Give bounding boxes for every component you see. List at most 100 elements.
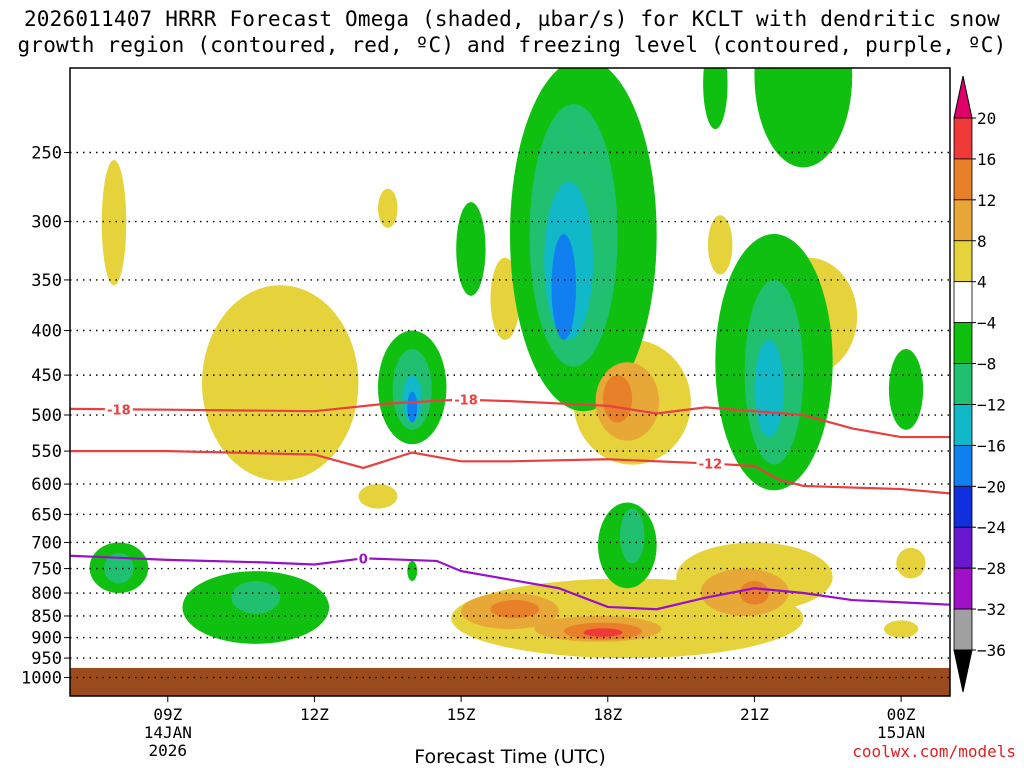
colorbar-swatch-6 xyxy=(953,363,973,405)
x-axis-label: Forecast Time (UTC) xyxy=(414,746,605,768)
contour--12 xyxy=(70,450,950,495)
y-tick-label-750: 750 xyxy=(31,560,62,580)
colorbar-label-3: 8 xyxy=(977,232,987,251)
colorbar-legend: 20 16 12 8 4 −4 −8 −12 −16 −20 −24 −28 −32 −36 xyxy=(953,75,1006,693)
omega-region-34 xyxy=(490,600,540,619)
omega-region-9 xyxy=(884,620,919,638)
omega-region-27 xyxy=(104,553,134,584)
omega-region-40 xyxy=(583,628,623,637)
omega-region-0 xyxy=(101,160,127,286)
colorbar-label-5: −4 xyxy=(977,314,996,333)
omega-region-31 xyxy=(620,508,645,564)
y-tick-label-350: 350 xyxy=(31,271,62,291)
omega-region-18 xyxy=(703,68,728,130)
colorbar-swatch-1 xyxy=(953,158,973,201)
y-tick-label-900: 900 xyxy=(31,629,62,649)
colorbar-swatch-10 xyxy=(953,526,973,569)
colorbar-label-2: 12 xyxy=(977,191,996,210)
credit-text: coolwx.com/models xyxy=(852,742,1016,761)
colorbar-label-10: −24 xyxy=(977,518,1006,537)
x-tick-date-09Z: 14JAN xyxy=(144,723,192,742)
y-tick-label-550: 550 xyxy=(31,442,62,462)
y-tick-label-450: 450 xyxy=(31,366,62,386)
ground-surface xyxy=(70,667,950,696)
contour-0 xyxy=(70,554,950,611)
contour-label-bg--18-1 xyxy=(452,391,480,408)
y-tick-label-950: 950 xyxy=(31,649,62,669)
y-tick-label-500: 500 xyxy=(31,406,62,426)
colorbar-swatch-9 xyxy=(953,485,973,528)
chart-title: 2026011407 HRRR Forecast Omega (shaded, … xyxy=(0,6,1024,58)
y-tick-label-600: 600 xyxy=(31,475,62,495)
chart-title-line1: 2026011407 HRRR Forecast Omega (shaded, … xyxy=(23,7,1001,31)
x-tick-label-09Z: 09Z xyxy=(153,705,182,724)
contour-label-bg-0-0 xyxy=(357,550,370,567)
y-tick-label-800: 800 xyxy=(31,584,62,604)
chart-title-line2: growth region (contoured, red, ºC) and f… xyxy=(17,33,1007,57)
x-tick-label-15Z: 15Z xyxy=(447,705,476,724)
contour-label-0-0: 0 xyxy=(359,552,368,567)
omega-region-36 xyxy=(739,580,770,605)
omega-shading xyxy=(89,68,926,659)
omega-region-39 xyxy=(754,339,784,438)
contour-label-bg--12-0 xyxy=(696,455,725,472)
y-tick-label-850: 850 xyxy=(31,607,62,627)
x-tick-label-00Z: 00Z xyxy=(887,705,916,724)
contour-label--18-1: -18 xyxy=(454,394,478,409)
omega-region-8 xyxy=(896,547,926,579)
x-tick-label-12Z: 12Z xyxy=(300,705,329,724)
colorbar-swatch-8 xyxy=(953,444,973,487)
x-tick-label-18Z: 18Z xyxy=(593,705,622,724)
y-tick-label-650: 650 xyxy=(31,505,62,525)
omega-region-21 xyxy=(888,348,924,430)
omega-region-28 xyxy=(231,580,281,614)
omega-region-3 xyxy=(358,484,398,509)
colorbar-label-0: 20 xyxy=(977,109,996,128)
contour-label--12-0: -12 xyxy=(699,458,723,473)
colorbar-label-13: −36 xyxy=(977,641,1006,660)
omega-region-1 xyxy=(202,285,359,481)
contour-label-bg--18-0 xyxy=(104,401,133,418)
omega-region-6 xyxy=(708,215,733,275)
colorbar-swatch-0 xyxy=(953,117,973,160)
colorbar-arrow-top xyxy=(953,75,973,119)
y-tick-label-300: 300 xyxy=(31,213,62,233)
y-tick-label-250: 250 xyxy=(31,144,62,164)
omega-region-20 xyxy=(754,68,853,168)
colorbar-swatch-2 xyxy=(953,199,973,242)
colorbar-swatch-5 xyxy=(953,322,973,364)
colorbar-swatch-7 xyxy=(953,404,973,446)
omega-region-15 xyxy=(456,202,486,296)
colorbar-label-8: −16 xyxy=(977,436,1006,455)
colorbar-swatch-11 xyxy=(953,567,973,610)
y-tick-label-400: 400 xyxy=(31,322,62,342)
contour--18 xyxy=(70,398,950,439)
colorbar-swatch-12 xyxy=(953,608,973,651)
colorbar-arrow-bottom xyxy=(953,649,973,693)
colorbar-label-4: 4 xyxy=(977,273,987,292)
temperature-contours: -18 -18 -12 0 xyxy=(70,391,950,611)
pressure-axis: 2503003504004505005506006507007508008509… xyxy=(21,144,70,689)
plot-frame xyxy=(69,67,951,697)
omega-region-22 xyxy=(407,560,418,581)
omega-region-42 xyxy=(407,391,418,423)
colorbar-swatch-4 xyxy=(953,281,973,324)
omega-region-41 xyxy=(551,233,576,340)
x-tick-label-21Z: 21Z xyxy=(740,705,769,724)
omega-region-2 xyxy=(378,188,398,228)
x-tick-date-00Z: 15JAN xyxy=(877,723,925,742)
x-tick-year-09Z: 2026 xyxy=(149,741,188,760)
omega-region-33 xyxy=(602,375,633,423)
colorbar-label-11: −28 xyxy=(977,559,1006,578)
colorbar-label-12: −32 xyxy=(977,600,1006,619)
colorbar-label-1: 16 xyxy=(977,150,996,169)
ground-layer xyxy=(70,667,950,696)
y-tick-label-1000: 1000 xyxy=(21,669,62,689)
colorbar-label-7: −12 xyxy=(977,395,1006,414)
colorbar-swatch-3 xyxy=(953,240,973,283)
y-tick-label-700: 700 xyxy=(31,533,62,553)
colorbar-label-6: −8 xyxy=(977,355,996,374)
contour-label--18-0: -18 xyxy=(107,403,131,418)
